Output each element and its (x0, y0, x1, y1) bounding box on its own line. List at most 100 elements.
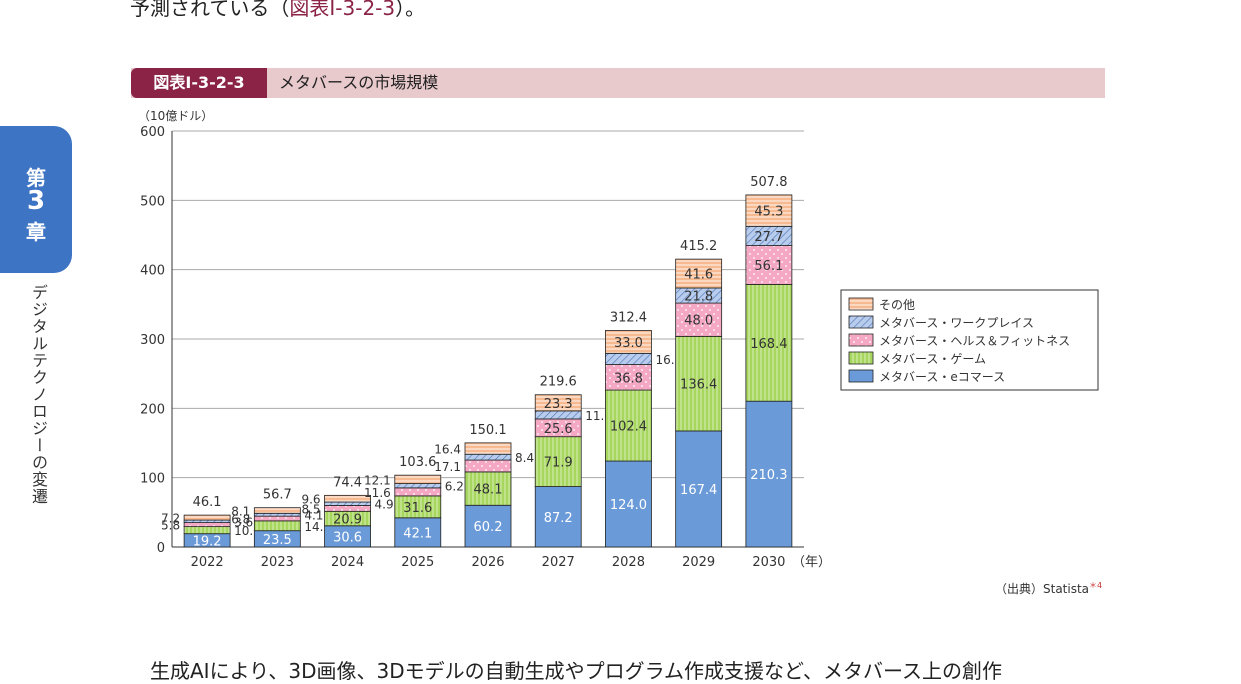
total-label: 103.6 (399, 455, 436, 470)
y-tick-label: 200 (140, 402, 165, 417)
data-label: 7.2 (161, 512, 180, 526)
bar-segment-health (324, 504, 371, 512)
legend-entry: その他 (879, 298, 915, 312)
data-label: 71.9 (544, 456, 573, 471)
data-label: 9.6 (301, 493, 320, 507)
bar-segment-ecommerce (605, 460, 652, 548)
legend-swatch-other (848, 297, 874, 311)
x-tick-label: 2023 (261, 555, 294, 570)
data-label: 48.0 (684, 314, 713, 329)
data-label: 12.1 (364, 473, 391, 487)
chapter-tab[interactable]: 第 3 章 (0, 126, 72, 273)
data-label: 56.1 (754, 259, 783, 274)
x-tick-label: 2028 (612, 555, 645, 570)
bar-segment-game (745, 284, 793, 402)
data-label: 60.2 (474, 520, 503, 535)
data-label: 210.3 (750, 468, 787, 483)
y-axis-label: （10億ドル） (138, 109, 213, 123)
bar-segment-workplace (605, 352, 652, 365)
legend-swatch-workplace (848, 315, 874, 329)
total-label: 507.8 (750, 175, 787, 190)
bar-segment-workplace (534, 410, 582, 420)
data-label: 6.2 (445, 480, 464, 494)
bar-segment-ecommerce (534, 486, 582, 548)
legend-entry: メタバース・ヘルス＆フィットネス (879, 334, 1070, 348)
data-label: 42.1 (403, 526, 432, 541)
data-label: 16.4 (434, 443, 461, 457)
bar-segment-health (183, 522, 231, 528)
body-text: 生成AIにより、3D画像、3Dモデルの自動生成やプログラム作成支援など、メタバー… (150, 659, 1003, 683)
x-tick-label: 2025 (401, 555, 434, 570)
bar-segment-game (534, 436, 582, 487)
bar-segment-ecommerce (675, 430, 723, 548)
data-label: 124.0 (610, 498, 647, 513)
bar-segment-workplace (394, 483, 442, 489)
data-label: 6.8 (231, 513, 250, 527)
data-label: 36.8 (614, 371, 643, 386)
x-axis-unit: （年） (792, 555, 831, 570)
bar-segment-other (745, 194, 793, 227)
data-label: 21.8 (684, 290, 713, 305)
data-label: 167.4 (680, 483, 717, 498)
y-tick-label: 500 (140, 194, 165, 209)
bar-segment-workplace (324, 501, 371, 506)
source-note: （出典）Statista＊4 (995, 581, 1103, 596)
bar-segment-workplace (253, 512, 301, 517)
chapter-number: 3 (26, 186, 46, 216)
total-label: 56.7 (263, 488, 292, 503)
bar-segment-other (394, 474, 442, 484)
data-label: 45.3 (754, 205, 783, 220)
intro-sentence: 予測されている（図表Ⅰ-3-2-3）。 (130, 0, 425, 21)
data-label: 102.4 (610, 420, 647, 435)
total-label: 150.1 (469, 423, 506, 438)
bar-segment-other (253, 507, 301, 514)
data-label: 30.6 (333, 530, 362, 545)
bar-segment-health (394, 487, 442, 497)
data-label: 27.7 (754, 230, 783, 245)
bar-segment-other (324, 494, 371, 503)
figure-title: メタバースの市場規模 (279, 73, 439, 92)
data-label: 5.8 (161, 519, 180, 533)
data-label: 8.1 (231, 504, 250, 518)
bar-segment-game (183, 526, 231, 535)
data-label: 3.6 (234, 515, 253, 529)
bar-segment-game (605, 389, 652, 462)
total-label: 74.4 (333, 475, 362, 490)
data-label: 168.4 (750, 337, 787, 352)
data-label: 19.2 (193, 534, 222, 549)
data-label: 33.0 (614, 336, 643, 351)
x-tick-label: 2027 (542, 555, 575, 570)
total-label: 415.2 (680, 239, 717, 254)
bar-segment-health (605, 364, 652, 391)
y-tick-label: 600 (140, 125, 165, 140)
bar-segment-other (675, 258, 723, 289)
x-tick-label: 2030 (752, 555, 785, 570)
data-label: 8.5 (301, 502, 320, 516)
bar-segment-ecommerce (464, 504, 512, 548)
figure-label: 図表Ⅰ-3-2-3 (131, 68, 267, 98)
data-label: 4.9 (375, 498, 394, 512)
data-label: 11.6 (364, 486, 391, 500)
data-label: 23.3 (544, 397, 573, 412)
x-tick-label: 2022 (191, 555, 224, 570)
data-label: 4.1 (304, 509, 323, 523)
legend-entry: メタバース・eコマース (879, 370, 1005, 384)
total-label: 312.4 (610, 310, 647, 325)
data-label: 48.1 (474, 483, 503, 498)
chapter-prefix: 第 (26, 166, 46, 190)
x-tick-label: 2024 (331, 555, 364, 570)
figure-header: 図表Ⅰ-3-2-3 メタバースの市場規模 (131, 68, 1105, 98)
bar-segment-other (605, 330, 652, 354)
figure-reference-link[interactable]: 図表Ⅰ-3-2-3 (289, 0, 396, 20)
data-label: 87.2 (544, 511, 573, 526)
bar-segment-health (253, 515, 301, 522)
legend-entry: メタバース・ワークプレイス (879, 316, 1034, 330)
y-tick-label: 400 (140, 264, 165, 279)
data-label: 136.4 (680, 378, 717, 393)
chapter-title: デジタルテクノロジーの変遷 (29, 284, 48, 505)
bar-segment-game (253, 520, 301, 532)
x-tick-label: 2026 (471, 555, 504, 570)
legend-swatch-health (848, 333, 874, 347)
bar-segment-game (464, 471, 512, 506)
